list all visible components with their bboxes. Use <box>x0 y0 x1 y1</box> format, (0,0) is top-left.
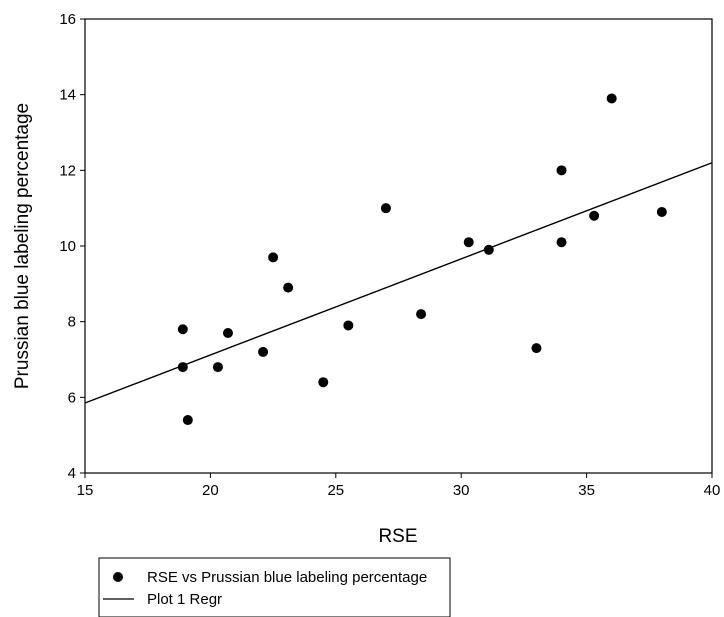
y-tick-label: 4 <box>68 465 76 482</box>
x-tick-label: 25 <box>327 482 344 499</box>
data-point <box>416 309 427 320</box>
x-tick-label: 35 <box>578 482 595 499</box>
plot-frame <box>84 18 713 474</box>
data-point <box>556 237 567 248</box>
legend-marker-points <box>113 572 123 582</box>
y-tick-label: 16 <box>59 11 76 28</box>
data-point <box>380 203 391 214</box>
legend: RSE vs Prussian blue labeling percentage… <box>98 557 451 617</box>
data-point <box>283 282 294 293</box>
data-point <box>656 206 667 217</box>
legend-label-points: RSE vs Prussian blue labeling percentage <box>147 569 427 586</box>
data-point <box>318 377 329 388</box>
y-tick-label: 10 <box>59 238 76 255</box>
legend-label-line: Plot 1 Regr <box>147 591 222 608</box>
x-tick-label: 40 <box>704 482 721 499</box>
data-point <box>182 415 193 426</box>
data-point <box>589 210 600 221</box>
y-tick-label: 14 <box>59 87 76 104</box>
y-tick-label: 8 <box>68 314 76 331</box>
y-tick-label: 6 <box>68 389 76 406</box>
x-tick-label: 15 <box>77 482 94 499</box>
data-point <box>177 362 188 373</box>
data-point <box>556 165 567 176</box>
y-tick-label: 12 <box>59 162 76 179</box>
data-point <box>483 244 494 255</box>
data-point <box>258 346 269 357</box>
axis-ticks: 15 20 25 30 35 40 4 6 8 10 12 14 16 <box>59 11 720 499</box>
data-point <box>222 328 233 339</box>
data-point <box>212 362 223 373</box>
x-tick-label: 20 <box>202 482 219 499</box>
data-point <box>343 320 354 331</box>
data-point <box>268 252 279 263</box>
legend-box <box>98 557 451 617</box>
data-point <box>177 324 188 335</box>
x-axis-title: RSE <box>378 526 417 547</box>
y-axis-title: Prussian blue labeling percentage <box>12 103 33 389</box>
plot-area <box>84 93 713 426</box>
x-tick-label: 30 <box>453 482 470 499</box>
data-point <box>463 237 474 248</box>
data-point <box>531 343 542 354</box>
regression-line <box>84 162 713 404</box>
data-point <box>606 93 617 104</box>
